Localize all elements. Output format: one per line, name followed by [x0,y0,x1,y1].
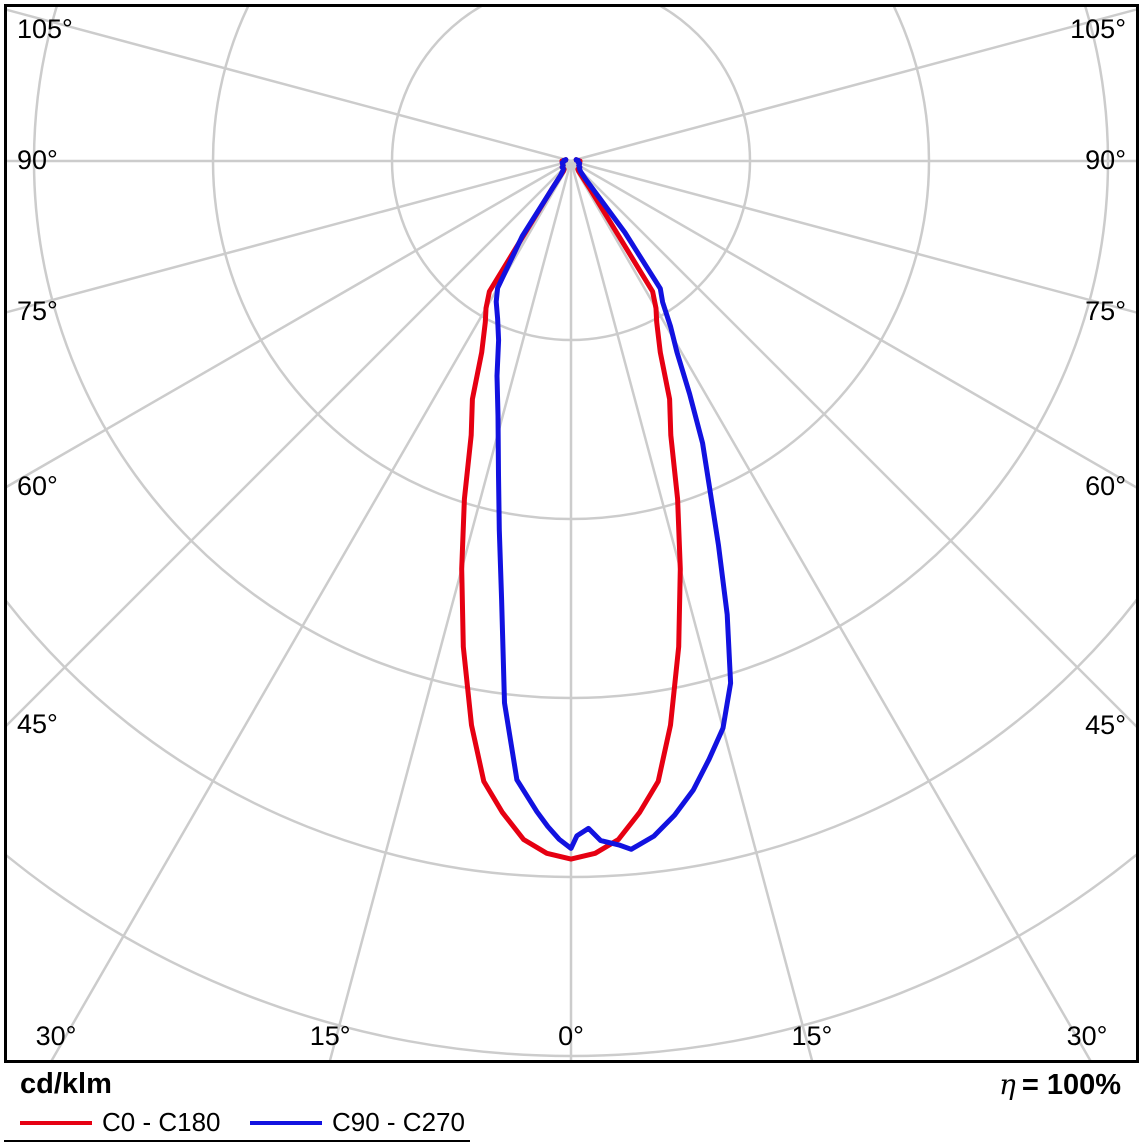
grid-ray [570,160,1136,728]
unit-label: cd/klm [20,1068,112,1100]
angle-tick-label: 90° [17,145,58,175]
angle-tick-label: 90° [1085,145,1126,175]
angle-tick-label: 15° [309,1021,351,1051]
legend-underline [4,1140,470,1142]
eta-symbol: η [999,1068,1016,1101]
angle-tick-label: 105° [17,14,73,44]
angle-tick-label: 60° [1085,471,1126,502]
legend-label-c0-c180: C0 - C180 [102,1107,221,1137]
legend-line-c90-c270 [250,1121,322,1125]
efficiency-value: = 100% [1021,1069,1121,1101]
polar-chart-frame: 0° 15° 15° 30° 30° 45° 45° 60° 60° 75° 75° 90° 90° 10… [4,4,1139,1063]
footer: cd/klm η = 100% C0 - C180 C90 - C270 [0,1066,1143,1143]
angle-tick-label: 45° [1085,710,1126,740]
grid-ray [7,159,572,314]
legend-label-c90-c270: C90 - C270 [332,1107,465,1137]
angle-tick-label: 75° [17,296,58,327]
angle-tick-label: 30° [1066,1021,1108,1051]
angle-tick-label: 30° [35,1021,77,1051]
grid-ray [569,160,1092,1060]
legend: C0 - C180 C90 - C270 [0,1106,1143,1142]
angle-tick-label: 15° [791,1021,833,1051]
grid-ray [328,160,573,1060]
curve-c90-c270 [493,157,734,852]
grid-ray [7,160,572,727]
angle-tick-label: 0° [558,1021,584,1051]
grid-ray [570,8,1136,163]
angle-tick-label: 75° [1085,296,1126,327]
grid-ray [570,159,1136,489]
angle-tick-label: 45° [17,709,58,739]
grid-ray [570,159,1136,314]
angle-tick-label: 105° [1070,14,1126,44]
grid-ray [50,160,573,1060]
grid-ray [7,159,572,489]
grid-ray [569,160,814,1060]
angle-tick-label: 60° [17,470,58,501]
legend-line-c0-c180 [20,1121,92,1125]
polar-plot [7,7,1136,1060]
efficiency-label: η = 100% [999,1068,1121,1102]
grid-ray [7,8,572,163]
